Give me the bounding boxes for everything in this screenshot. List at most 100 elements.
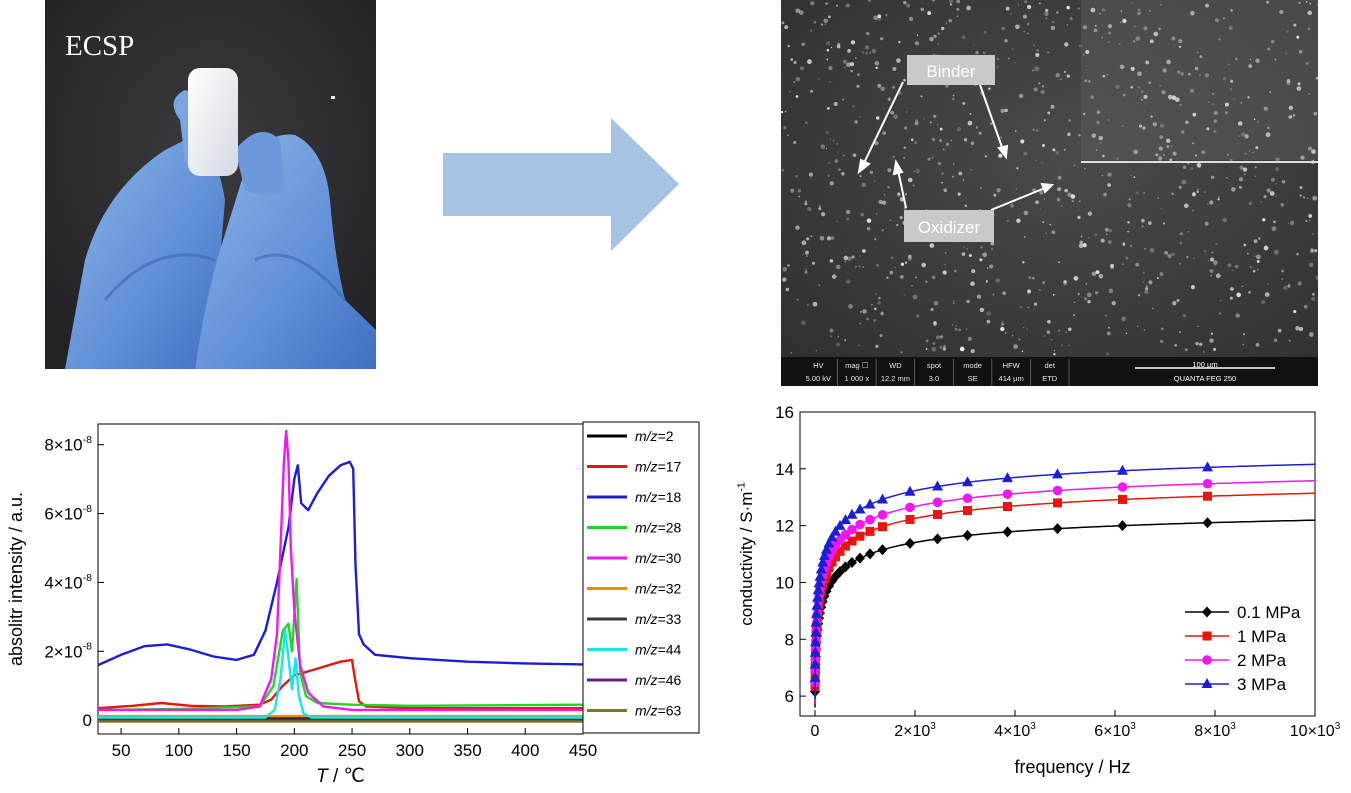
cond-plot-frame bbox=[799, 411, 1316, 717]
cond-data-point bbox=[904, 485, 916, 496]
cond-data-point bbox=[835, 546, 845, 556]
cond-data-point bbox=[841, 541, 850, 551]
cond-data-point bbox=[855, 519, 865, 530]
cond-data-point bbox=[1202, 461, 1213, 472]
sem-footer-value: 12.2 mm bbox=[881, 374, 910, 383]
cond-data-point bbox=[1202, 606, 1212, 618]
cond-data-point bbox=[1117, 464, 1128, 475]
ms-x-tick-label: 300 bbox=[396, 741, 424, 760]
cond-data-point bbox=[812, 584, 824, 595]
sample-photo-image bbox=[45, 0, 376, 369]
sem-image: Binder Oxidizer HV 5.00 kV mag ☐ 1 000 x WD 1… bbox=[781, 0, 1318, 386]
cond-data-point bbox=[1201, 678, 1213, 688]
cond-data-point bbox=[932, 480, 943, 491]
cond-legend-label: 0.1 MPa bbox=[1237, 603, 1301, 622]
cond-data-point bbox=[1202, 655, 1212, 665]
cond-data-point bbox=[933, 509, 942, 519]
cond-data-point bbox=[831, 552, 840, 562]
sem-footer-key: spot bbox=[927, 361, 942, 370]
cond-data-point bbox=[840, 529, 851, 540]
ms-legend-label: m/z=2 bbox=[635, 428, 674, 444]
cond-legend-label: 1 MPa bbox=[1237, 627, 1287, 646]
ms-x-tick-label: 400 bbox=[511, 741, 539, 760]
cond-data-point bbox=[1052, 468, 1063, 479]
ms-legend-label: m/z=46 bbox=[635, 672, 682, 688]
ms-legend-label: m/z=32 bbox=[635, 581, 682, 597]
cond-y-tick-label: 10 bbox=[775, 573, 794, 592]
sem-footer-value: ETD bbox=[1042, 374, 1058, 383]
cond-data-point bbox=[823, 537, 835, 548]
sem-footer-key: HFW bbox=[1003, 361, 1021, 370]
cond-data-point bbox=[847, 557, 857, 569]
sem-binder-label: Binder bbox=[926, 62, 975, 81]
ms-legend-label: m/z=17 bbox=[635, 459, 682, 475]
ms-legend-label: m/z=33 bbox=[635, 611, 682, 627]
sem-footer-value: 414 µm bbox=[999, 374, 1024, 383]
ms-y-axis-label: absolitr intensity / a.u. bbox=[6, 492, 26, 666]
cond-data-point bbox=[1203, 491, 1212, 501]
ms-x-tick-label: 350 bbox=[453, 741, 481, 760]
cond-series-line bbox=[814, 492, 1316, 705]
cond-x-tick-label: 0 bbox=[811, 723, 820, 740]
cond-y-tick-label: 14 bbox=[775, 460, 794, 479]
sem-instrument-label: QUANTA FEG 250 bbox=[1174, 374, 1236, 383]
cond-data-point bbox=[1202, 517, 1213, 529]
cond-data-point bbox=[847, 536, 857, 546]
sem-footer-key: mode bbox=[963, 361, 982, 370]
cond-data-point bbox=[1052, 523, 1063, 535]
cond-x-tick-label: 4×103 bbox=[994, 721, 1036, 740]
mass-spec-chart: 50 100 150 200 250 300 350 400 450 0 2×10-8 4×10-8 6… bbox=[0, 396, 700, 788]
cond-y-tick-label: 16 bbox=[775, 403, 794, 422]
cond-data-point bbox=[815, 563, 827, 574]
sample-photo: ECSP bbox=[45, 0, 376, 369]
sem-footer-value: 1 000 x bbox=[845, 374, 870, 383]
cond-data-point bbox=[1002, 526, 1013, 538]
cond-series-markers bbox=[809, 461, 1213, 682]
cond-data-point bbox=[855, 531, 865, 541]
cond-legend-label: 2 MPa bbox=[1237, 651, 1287, 670]
cond-data-point bbox=[963, 505, 972, 515]
cond-data-point bbox=[878, 522, 887, 532]
ecsp-pellet bbox=[188, 68, 238, 176]
cond-data-point bbox=[1002, 489, 1013, 500]
cond-data-point bbox=[962, 529, 973, 541]
cond-data-point bbox=[811, 599, 823, 610]
cond-data-point bbox=[865, 514, 875, 525]
cond-x-tick-label: 8×103 bbox=[1194, 721, 1236, 740]
cond-x-axis-label: frequency / Hz bbox=[1014, 757, 1130, 777]
cond-y-tick-label: 6 bbox=[785, 687, 794, 706]
ms-y-tick-label: 0 bbox=[83, 711, 92, 730]
cond-data-point bbox=[864, 498, 876, 509]
conductivity-chart: 0 2×103 4×103 6×103 8×103 10×103 6 8 10 12 14 16 fre… bbox=[730, 396, 1351, 788]
ms-x-tick-label: 100 bbox=[165, 741, 193, 760]
cond-data-point bbox=[905, 537, 915, 549]
ms-y-tick-label: 2×10-8 bbox=[44, 641, 92, 662]
cond-data-point bbox=[905, 514, 915, 524]
ms-series-line bbox=[98, 429, 583, 712]
cond-data-point bbox=[877, 493, 888, 504]
cond-data-point bbox=[877, 544, 888, 556]
sem-micrograph: Binder Oxidizer HV 5.00 kV mag ☐ 1 000 x WD 1… bbox=[781, 0, 1318, 386]
sem-footer-key: det bbox=[1044, 361, 1055, 370]
cond-data-point bbox=[962, 476, 973, 487]
cond-data-point bbox=[817, 556, 829, 567]
ms-legend-label: m/z=63 bbox=[635, 703, 682, 719]
cond-data-point bbox=[1002, 472, 1013, 483]
cond-data-point bbox=[962, 493, 973, 504]
cond-data-point bbox=[810, 616, 822, 627]
cond-data-point bbox=[1003, 502, 1012, 512]
sem-footer-key: mag ☐ bbox=[845, 361, 869, 370]
cond-data-point bbox=[846, 508, 858, 519]
cond-data-point bbox=[810, 636, 821, 647]
ms-legend-label: m/z=18 bbox=[635, 489, 682, 505]
ms-x-tick-label: 50 bbox=[112, 741, 131, 760]
sem-oxidizer-label: Oxidizer bbox=[918, 218, 981, 237]
sem-footer-value: SE bbox=[968, 374, 978, 383]
cond-data-point bbox=[840, 561, 851, 573]
cond-data-point bbox=[1117, 482, 1128, 492]
ms-y-tick-label: 8×10-8 bbox=[44, 434, 92, 455]
photo-label: ECSP bbox=[65, 30, 135, 62]
cond-data-point bbox=[812, 591, 824, 602]
cond-data-point bbox=[1053, 498, 1062, 508]
ms-x-tick-label: 150 bbox=[222, 741, 250, 760]
